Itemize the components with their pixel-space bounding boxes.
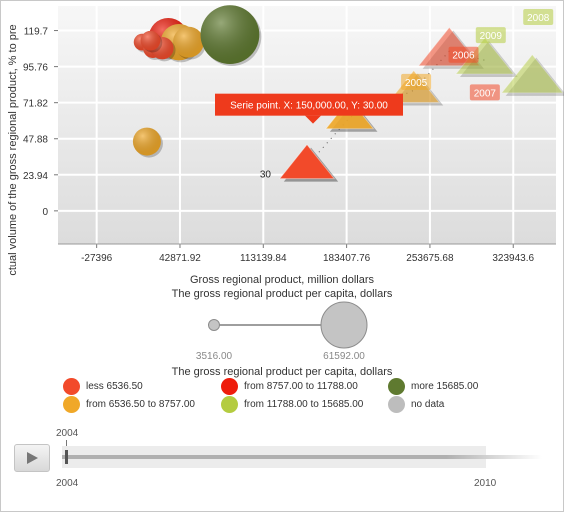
size-legend: 3516.00 61592.00 xyxy=(196,301,368,360)
x-axis-label: Gross regional product, million dollars xyxy=(189,274,375,286)
play-button[interactable] xyxy=(14,444,50,472)
timeline-current-year: 2004 xyxy=(56,428,79,439)
timeline-current-tick xyxy=(66,440,67,446)
legend-swatch xyxy=(63,396,80,413)
legend-label: from 11788.00 to 15685.00 xyxy=(244,399,364,410)
x-tick-label: 113139.84 xyxy=(240,253,287,264)
year-label: 2006 xyxy=(452,51,475,62)
x-tick-label: 183407.76 xyxy=(323,253,371,264)
y-tick-label: 0 xyxy=(42,207,48,218)
x-axis: -27396 42871.92 113139.84 183407.76 253675.6… xyxy=(58,243,556,264)
legend-label: from 8757.00 to 11788.00 xyxy=(244,381,358,392)
size-legend-min-label: 3516.00 xyxy=(196,351,233,360)
size-legend-min-circle xyxy=(208,319,220,331)
bubble-shading xyxy=(140,30,161,51)
triangle-marker xyxy=(500,53,564,94)
legend-label: less 6536.50 xyxy=(86,381,143,392)
legend-item-more: more 15685.00 xyxy=(388,378,478,395)
size-legend-max-circle xyxy=(320,301,368,349)
size-legend-max-label: 61592.00 xyxy=(323,351,365,360)
trajectory xyxy=(306,50,485,167)
legend-swatch xyxy=(221,396,238,413)
triangle-marker xyxy=(278,143,336,180)
year-labels: 2005 2006 2007 2009 2008 30 xyxy=(260,9,554,181)
bubble-shading xyxy=(200,5,260,65)
tooltip-text: Serie point. X: 150,000.00, Y: 30.00 xyxy=(230,101,388,112)
timeline-end-label: 2010 xyxy=(474,478,497,489)
legend-swatch xyxy=(388,378,405,395)
play-icon xyxy=(27,452,38,464)
legend-item-6536-8757: from 6536.50 to 8757.00 xyxy=(63,396,195,413)
year-label-box xyxy=(401,73,432,90)
x-tick-label: 323943.6 xyxy=(492,253,534,264)
year-label-box xyxy=(475,27,506,44)
x-tick-label: 253675.68 xyxy=(406,253,454,264)
year-label-box xyxy=(469,84,500,101)
year-label: 2008 xyxy=(527,13,550,24)
y-axis-label: ctual volume of the gross regional produ… xyxy=(7,24,19,276)
y-tick-label: 95.76 xyxy=(23,63,48,74)
timeline-slider-handle[interactable] xyxy=(65,450,68,464)
legend-swatch xyxy=(388,396,405,413)
bubble-shading xyxy=(132,127,161,156)
point-value-label: 30 xyxy=(260,170,272,181)
tooltip-pointer xyxy=(305,115,321,124)
y-axis: 0 23.94 47.88 71.82 95.76 119.7 xyxy=(23,27,58,218)
year-label: 2005 xyxy=(405,78,428,89)
timeline-start-label: 2004 xyxy=(56,478,79,489)
x-tick-label: 42871.92 xyxy=(159,253,201,264)
legend-label: from 6536.50 to 8757.00 xyxy=(86,399,195,410)
legend-swatch xyxy=(221,378,238,395)
tooltip-box xyxy=(215,93,403,116)
point-tooltip: Serie point. X: 150,000.00, Y: 30.00 xyxy=(215,93,403,124)
bubble-markers xyxy=(132,5,262,158)
y-tick-label: 71.82 xyxy=(23,99,48,110)
legend-item-less: less 6536.50 xyxy=(63,378,143,395)
year-label-box xyxy=(448,46,479,63)
legend-item-8757-11788: from 8757.00 to 11788.00 xyxy=(221,378,358,395)
legend-item-no-data: no data xyxy=(388,396,444,413)
year-label-box xyxy=(523,9,554,26)
y-tick-label: 23.94 xyxy=(23,171,48,182)
size-legend-title: The gross regional product per capita, d… xyxy=(171,288,393,300)
x-tick-label: -27396 xyxy=(81,253,113,264)
bubble-shading xyxy=(173,26,204,58)
legend-label: more 15685.00 xyxy=(411,381,479,392)
y-tick-label: 47.88 xyxy=(23,135,48,146)
legend-label: no data xyxy=(411,399,445,410)
timeline-progress xyxy=(62,455,542,459)
y-tick-label: 119.7 xyxy=(24,27,49,38)
trajectory-line xyxy=(306,50,485,167)
year-label: 2007 xyxy=(474,88,497,99)
year-label: 2009 xyxy=(480,31,503,42)
legend-item-11788-15685: from 11788.00 to 15685.00 xyxy=(221,396,363,413)
color-legend-title: The gross regional product per capita, d… xyxy=(171,366,393,378)
legend-swatch xyxy=(63,378,80,395)
